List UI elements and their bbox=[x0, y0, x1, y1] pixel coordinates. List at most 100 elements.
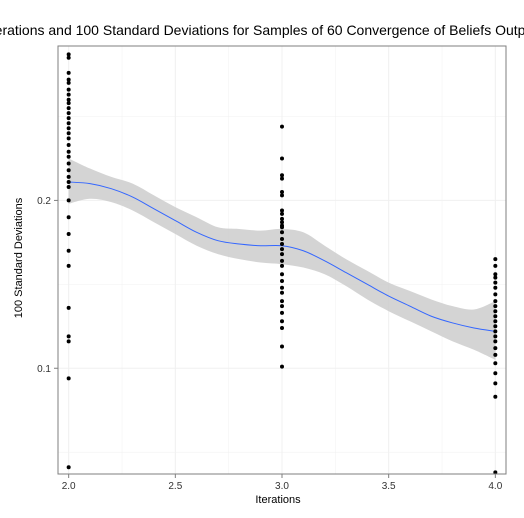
data-point bbox=[66, 465, 71, 470]
plot-panel bbox=[57, 45, 507, 475]
data-point bbox=[66, 80, 71, 85]
data-point bbox=[493, 352, 498, 357]
data-point bbox=[493, 324, 498, 329]
data-point bbox=[493, 319, 498, 324]
data-point bbox=[66, 198, 71, 203]
data-point bbox=[66, 92, 71, 97]
data-point bbox=[280, 208, 284, 213]
data-point bbox=[280, 272, 284, 277]
data-point bbox=[66, 305, 71, 310]
data-point bbox=[280, 173, 284, 178]
x-tick-label: 2.5 bbox=[168, 481, 182, 492]
data-point bbox=[66, 174, 71, 179]
data-point bbox=[493, 285, 498, 290]
data-point bbox=[280, 319, 284, 324]
data-point bbox=[493, 280, 498, 285]
data-point bbox=[280, 263, 284, 268]
data-point bbox=[493, 371, 498, 376]
x-tick-label: 3.0 bbox=[275, 481, 289, 492]
data-point bbox=[280, 252, 284, 257]
data-point bbox=[493, 292, 498, 297]
x-tick-label: 3.5 bbox=[382, 481, 396, 492]
data-point bbox=[280, 237, 284, 242]
data-point bbox=[493, 275, 498, 280]
data-point bbox=[280, 176, 284, 181]
data-point bbox=[493, 394, 498, 399]
data-point bbox=[66, 143, 71, 148]
data-point bbox=[493, 309, 498, 314]
x-tick-label: 2.0 bbox=[62, 481, 76, 492]
y-axis-title: 100 Standard Deviations bbox=[13, 197, 25, 318]
data-point bbox=[66, 131, 71, 136]
data-point bbox=[280, 325, 284, 330]
data-point bbox=[493, 304, 498, 309]
x-axis-title: Iterations bbox=[255, 494, 301, 506]
y-tick-label: 0.1 bbox=[37, 364, 51, 375]
data-point bbox=[280, 242, 284, 247]
data-point bbox=[66, 339, 71, 344]
data-point bbox=[493, 263, 498, 268]
data-point bbox=[280, 285, 284, 290]
data-point bbox=[66, 116, 71, 121]
data-point bbox=[66, 97, 71, 102]
data-point bbox=[66, 70, 71, 75]
data-point bbox=[66, 179, 71, 184]
data-point bbox=[280, 211, 284, 216]
x-tick-label: 4.0 bbox=[488, 481, 502, 492]
data-point bbox=[493, 314, 498, 319]
data-point bbox=[66, 334, 71, 339]
data-point bbox=[280, 156, 284, 161]
data-point bbox=[66, 215, 71, 220]
data-point bbox=[66, 184, 71, 189]
data-point bbox=[493, 257, 498, 262]
data-point bbox=[493, 299, 498, 304]
data-point bbox=[493, 470, 498, 475]
data-point bbox=[66, 136, 71, 141]
data-point bbox=[493, 329, 498, 334]
data-point bbox=[280, 193, 284, 198]
data-point bbox=[66, 168, 71, 173]
data-point bbox=[280, 247, 284, 252]
data-point bbox=[66, 263, 71, 268]
data-point bbox=[280, 344, 284, 349]
data-point bbox=[493, 381, 498, 386]
data-point bbox=[280, 190, 284, 195]
y-tick-label: 0.2 bbox=[37, 196, 51, 207]
data-point bbox=[493, 272, 498, 277]
data-point bbox=[493, 334, 498, 339]
data-point bbox=[280, 216, 284, 221]
data-point bbox=[280, 258, 284, 263]
data-point bbox=[66, 55, 71, 60]
data-point bbox=[66, 376, 71, 381]
data-point bbox=[66, 77, 71, 82]
data-point bbox=[66, 161, 71, 166]
data-point bbox=[280, 304, 284, 309]
data-point bbox=[66, 154, 71, 159]
data-point bbox=[280, 124, 284, 129]
data-point bbox=[66, 106, 71, 111]
data-point bbox=[66, 87, 71, 92]
data-point bbox=[66, 126, 71, 131]
y-axis: 0.1 0.2 bbox=[37, 196, 58, 375]
data-point bbox=[66, 231, 71, 236]
data-point bbox=[493, 361, 498, 366]
data-point bbox=[280, 278, 284, 283]
data-point bbox=[66, 101, 71, 106]
chart-title: Iterations and 100 Standard Deviations f… bbox=[0, 22, 524, 38]
data-point bbox=[66, 111, 71, 116]
data-point bbox=[280, 299, 284, 304]
data-point bbox=[66, 149, 71, 154]
data-point bbox=[280, 290, 284, 295]
data-point bbox=[280, 230, 284, 235]
data-point bbox=[493, 346, 498, 351]
points bbox=[66, 52, 498, 475]
data-point bbox=[280, 310, 284, 315]
data-point bbox=[280, 225, 284, 230]
data-point bbox=[280, 364, 284, 369]
data-point bbox=[493, 339, 498, 344]
x-axis: 2.0 2.5 3.0 3.5 4.0 bbox=[62, 474, 503, 492]
data-point bbox=[66, 52, 71, 57]
data-point bbox=[66, 121, 71, 126]
data-point bbox=[66, 248, 71, 253]
